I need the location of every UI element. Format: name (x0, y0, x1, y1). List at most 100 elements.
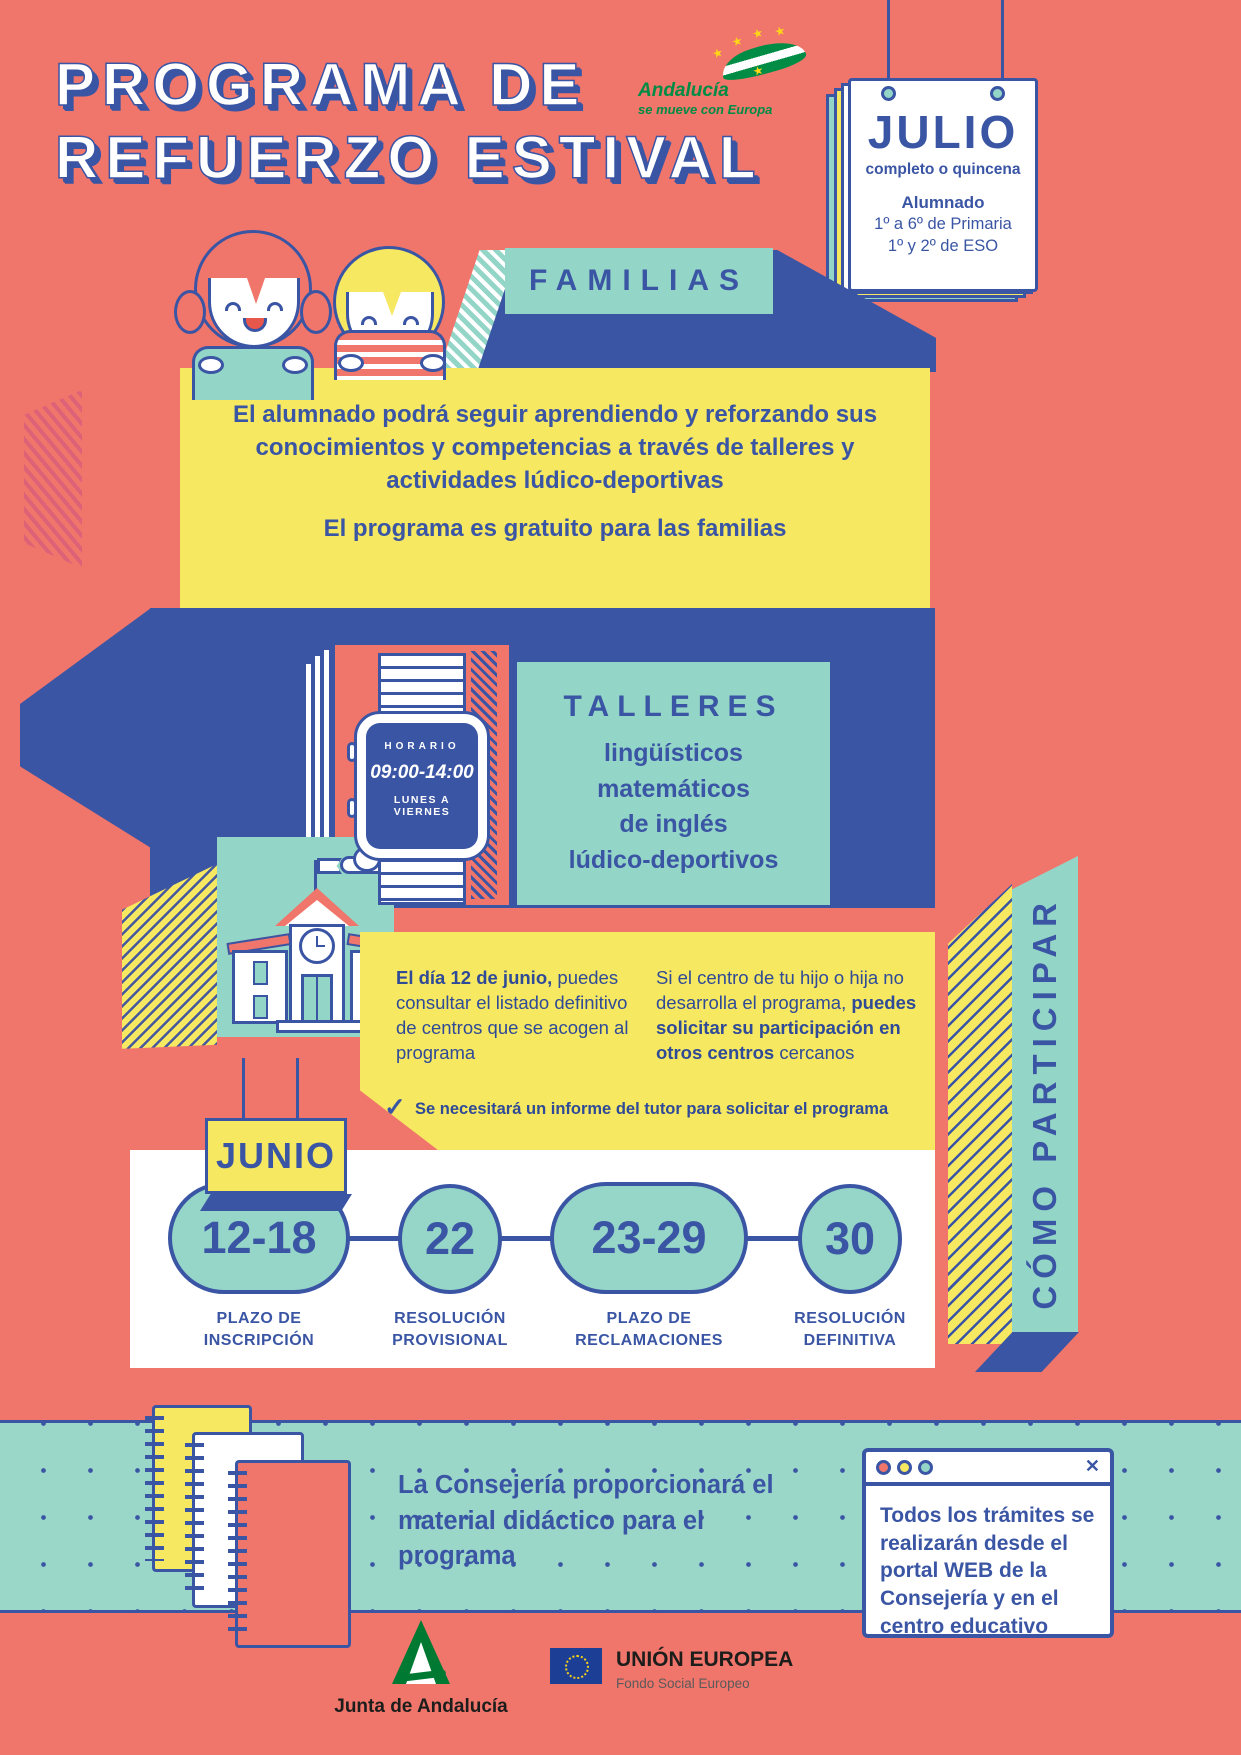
window-icon (253, 961, 268, 985)
andalucia-europa-logo: Andalucía se mueve con Europa (638, 34, 809, 117)
watch-button-icon (347, 742, 357, 762)
talleres-item: lingüísticos (604, 739, 743, 767)
julio-audience-heading: Alumnado (901, 193, 985, 212)
june-info-box: El día 12 de junio, puedes consultar el … (360, 932, 935, 1152)
como-participar-label: CÓMO PARTICIPAR (1026, 896, 1063, 1310)
talleres-panel: TALLERES lingüísticos matemáticos de ing… (517, 662, 830, 905)
timeline-connector (746, 1236, 800, 1241)
watch-screen: HORARIO 09:00-14:00 LUNES A VIERNES (366, 723, 478, 849)
info-right-column: Si el centro de tu hijo o hija no desarr… (656, 966, 918, 1066)
watch-button-icon (347, 798, 357, 818)
junio-label: JUNIO (215, 1135, 337, 1176)
tutor-note: Se necesitará un informe del tutor para … (415, 1100, 889, 1118)
pink-stripes-decor (24, 390, 82, 568)
como-participar-stripes-decor (948, 884, 1012, 1344)
title-line2: REFUERZO ESTIVAL (54, 123, 763, 192)
junio-sign-shadow (200, 1194, 352, 1211)
schedule-heading: HORARIO (384, 741, 460, 752)
blue-wedge-decor (20, 608, 151, 848)
hand-icon (420, 354, 446, 372)
school-wing (232, 950, 288, 1024)
hair-bun (174, 290, 206, 334)
window-dot-icon (897, 1459, 912, 1475)
intro-highlight: El programa es gratuito para las familia… (323, 515, 787, 543)
timeline-label: PLAZO DE RECLAMACIONES (575, 1310, 723, 1349)
watch-strap-icon (378, 653, 466, 715)
browser-text: Todos los trámites se realizarán desde e… (880, 1504, 1095, 1638)
close-icon: ✕ (1084, 1456, 1100, 1476)
title-line1: PROGRAMA DE (54, 50, 587, 119)
info-right-bold: puedes solicitar su participación en otr… (656, 991, 917, 1063)
eu-flag-icon (550, 1648, 602, 1684)
notebook-icon (228, 1460, 351, 1648)
junta-label: Junta de Andalucía (334, 1696, 508, 1717)
familias-label: FAMILIAS (529, 264, 749, 297)
schedule-time: 09:00-14:00 (370, 762, 474, 783)
star-icon (773, 23, 787, 39)
eye-icon (225, 302, 241, 311)
timeline-connector (500, 1236, 552, 1241)
clock-icon (299, 928, 335, 964)
junta-andalucia-logo (392, 1620, 450, 1684)
hair-fringe (247, 278, 265, 304)
info-left-rest: puedes consultar el listado definitivo d… (396, 967, 629, 1063)
boy-illustration (318, 246, 462, 380)
flag-pole-icon (314, 860, 317, 894)
andalucia-logo-text: Andalucía (638, 80, 729, 101)
julio-month: JULIO (867, 106, 1019, 158)
window-dot-icon (918, 1459, 933, 1475)
sign-post (242, 1058, 245, 1120)
browser-titlebar: ✕ (866, 1452, 1110, 1486)
info-left-column: El día 12 de junio, puedes consultar el … (396, 966, 652, 1066)
spiral-rings-icon (145, 1416, 164, 1561)
spiral-rings-icon (228, 1471, 247, 1637)
timeline-label: RESOLUCIÓN DEFINITIVA (794, 1310, 906, 1349)
eye-icon (267, 302, 283, 311)
junio-sign: JUNIO (205, 1118, 347, 1194)
window-icon (253, 995, 268, 1019)
hanging-string (1001, 0, 1004, 92)
como-participar-banner: CÓMO PARTICIPAR (1012, 856, 1078, 1332)
timeline-bubble: 30 (798, 1184, 902, 1294)
info-left-bold: El día 12 de junio, (396, 967, 553, 988)
info-right-pre: Si el centro de tu hijo o hija no desarr… (656, 967, 904, 1013)
timeline-bubble: 22 (398, 1184, 502, 1294)
spiral-rings-icon (185, 1443, 204, 1597)
schedule-days: LUNES A VIERNES (393, 794, 451, 818)
andalucia-logo-subtext: se mueve con Europa (638, 102, 773, 117)
girl-face (208, 278, 300, 348)
hand-icon (282, 356, 308, 374)
talleres-heading: TALLERES (563, 690, 784, 723)
girl-illustration (174, 230, 332, 400)
talleres-item: lúdico-deportivos (568, 845, 779, 874)
julio-calendar-card: JULIO completo o quincena Alumnado 1º a … (848, 78, 1038, 292)
julio-audience-line: 1º a 6º de Primaria (874, 215, 1012, 233)
mouth-icon (243, 318, 267, 332)
star-icon (751, 63, 765, 79)
window-dot-icon (876, 1459, 891, 1475)
intro-paragraph: El alumnado podrá seguir aprendiendo y r… (232, 401, 878, 495)
eye-icon (361, 316, 377, 325)
julio-subtitle: completo o quincena (865, 161, 1021, 178)
eu-name: UNIÓN EUROPEA (616, 1648, 794, 1671)
talleres-item: de inglés (619, 810, 728, 838)
hand-icon (338, 354, 364, 372)
timeline-dates: 12-18 (201, 1212, 317, 1263)
hanging-string (887, 0, 890, 92)
talleres-item: matemáticos (597, 774, 750, 803)
hand-icon (198, 356, 224, 374)
smartwatch-icon: HORARIO 09:00-14:00 LUNES A VIERNES (347, 711, 490, 861)
talleres-list: lingüísticos matemáticos de inglés lúdic… (517, 736, 830, 878)
door-icon (301, 974, 333, 1024)
intro-box: El alumnado podrá seguir aprendiendo y r… (180, 368, 930, 608)
timeline-dates: 23-29 (591, 1212, 707, 1263)
timeline-bubble: 23-29 (550, 1182, 748, 1294)
familias-banner: FAMILIAS (505, 248, 773, 314)
timeline-label: PLAZO DE INSCRIPCIÓN (203, 1310, 315, 1349)
info-right-post: cercanos (774, 1041, 855, 1063)
watch-strap-icon (378, 859, 466, 905)
hair-bun (300, 290, 332, 334)
timeline-label: RESOLUCIÓN PROVISIONAL (392, 1310, 508, 1349)
browser-window: ✕ Todos los trámites se realizarán desde… (862, 1448, 1114, 1638)
